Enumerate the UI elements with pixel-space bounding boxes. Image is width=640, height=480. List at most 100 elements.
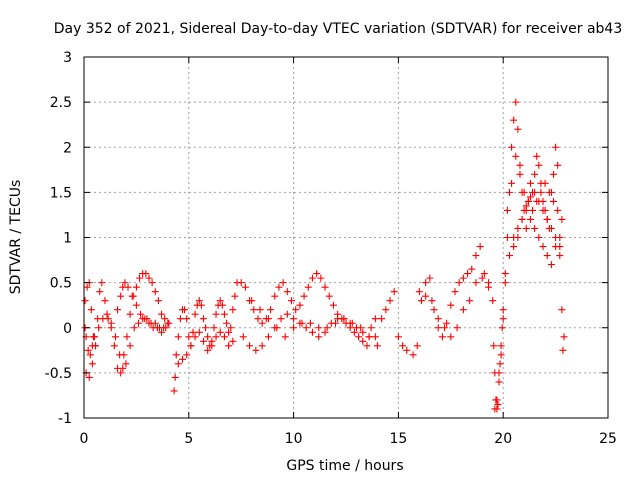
y-tick-label: -0.5 bbox=[45, 366, 72, 382]
data-point bbox=[142, 270, 150, 278]
data-point bbox=[443, 319, 451, 327]
data-point bbox=[223, 319, 231, 327]
data-point bbox=[107, 319, 115, 327]
data-point bbox=[531, 170, 539, 178]
data-point bbox=[348, 319, 356, 327]
data-point bbox=[522, 206, 530, 214]
data-point bbox=[199, 315, 207, 323]
data-point bbox=[491, 405, 499, 413]
data-point bbox=[296, 301, 304, 309]
data-point bbox=[543, 252, 551, 260]
data-point bbox=[216, 297, 224, 305]
data-point bbox=[334, 315, 342, 323]
data-point bbox=[187, 342, 195, 350]
data-point bbox=[317, 274, 325, 282]
data-point bbox=[145, 319, 153, 327]
data-point bbox=[363, 342, 371, 350]
data-point bbox=[204, 333, 212, 341]
data-point bbox=[264, 333, 272, 341]
data-point bbox=[191, 310, 199, 318]
data-point bbox=[267, 306, 275, 314]
data-point bbox=[332, 319, 340, 327]
data-point bbox=[134, 319, 142, 327]
data-point bbox=[87, 306, 95, 314]
data-point bbox=[552, 243, 560, 251]
data-point bbox=[313, 270, 321, 278]
data-point bbox=[162, 324, 170, 332]
data-point bbox=[218, 301, 226, 309]
data-point bbox=[83, 283, 91, 291]
data-point bbox=[325, 292, 333, 300]
data-point bbox=[225, 342, 233, 350]
data-point bbox=[202, 324, 210, 332]
data-point bbox=[529, 206, 537, 214]
data-point bbox=[455, 279, 463, 287]
data-point bbox=[153, 324, 161, 332]
data-point bbox=[220, 310, 228, 318]
data-point bbox=[417, 297, 425, 305]
data-point bbox=[126, 310, 134, 318]
data-point bbox=[302, 324, 310, 332]
data-point bbox=[170, 387, 178, 395]
data-point bbox=[231, 292, 239, 300]
data-point bbox=[103, 310, 111, 318]
data-point bbox=[165, 319, 173, 327]
data-point bbox=[136, 274, 144, 282]
y-axis: -1 -0.5 0 0.5 1 1.5 2 2.5 3 bbox=[45, 50, 608, 427]
data-point bbox=[559, 346, 567, 354]
data-point bbox=[518, 215, 526, 223]
data-point bbox=[141, 315, 149, 323]
data-point bbox=[308, 274, 316, 282]
data-point bbox=[428, 297, 436, 305]
data-point bbox=[516, 170, 524, 178]
data-point bbox=[229, 306, 237, 314]
data-point bbox=[273, 324, 281, 332]
data-point bbox=[489, 297, 497, 305]
data-point bbox=[210, 324, 218, 332]
data-point bbox=[526, 215, 534, 223]
data-point bbox=[195, 297, 203, 305]
data-point bbox=[550, 170, 558, 178]
data-point bbox=[499, 315, 507, 323]
data-point bbox=[468, 265, 476, 273]
data-point bbox=[510, 243, 518, 251]
data-point bbox=[158, 310, 166, 318]
data-point bbox=[171, 373, 179, 381]
data-point bbox=[121, 279, 129, 287]
data-point bbox=[510, 116, 518, 124]
data-point bbox=[371, 315, 379, 323]
data-point bbox=[409, 351, 417, 359]
data-point bbox=[451, 288, 459, 296]
data-point bbox=[430, 306, 438, 314]
data-point bbox=[357, 324, 365, 332]
data-point bbox=[476, 243, 484, 251]
data-point bbox=[367, 324, 375, 332]
data-point bbox=[480, 270, 488, 278]
data-point bbox=[124, 283, 132, 291]
data-point bbox=[315, 324, 323, 332]
data-point bbox=[90, 333, 98, 341]
data-point bbox=[241, 283, 249, 291]
data-point bbox=[493, 396, 501, 404]
data-point bbox=[114, 306, 122, 314]
data-point bbox=[497, 342, 505, 350]
data-point bbox=[543, 215, 551, 223]
data-point bbox=[556, 234, 564, 241]
data-point bbox=[148, 279, 156, 287]
data-point bbox=[422, 279, 430, 287]
x-axis: 0 5 10 15 20 25 bbox=[80, 57, 617, 447]
data-point bbox=[246, 342, 254, 350]
data-point bbox=[292, 306, 300, 314]
data-points bbox=[81, 98, 568, 413]
data-point bbox=[256, 306, 264, 314]
data-point bbox=[304, 283, 312, 291]
data-point bbox=[472, 252, 480, 260]
data-point bbox=[88, 342, 96, 350]
data-point bbox=[514, 125, 522, 133]
x-tick-label: 0 bbox=[80, 431, 89, 447]
data-point bbox=[466, 297, 474, 305]
data-point bbox=[283, 288, 291, 296]
data-point bbox=[197, 301, 205, 309]
data-point bbox=[119, 364, 127, 372]
data-point bbox=[537, 188, 545, 196]
